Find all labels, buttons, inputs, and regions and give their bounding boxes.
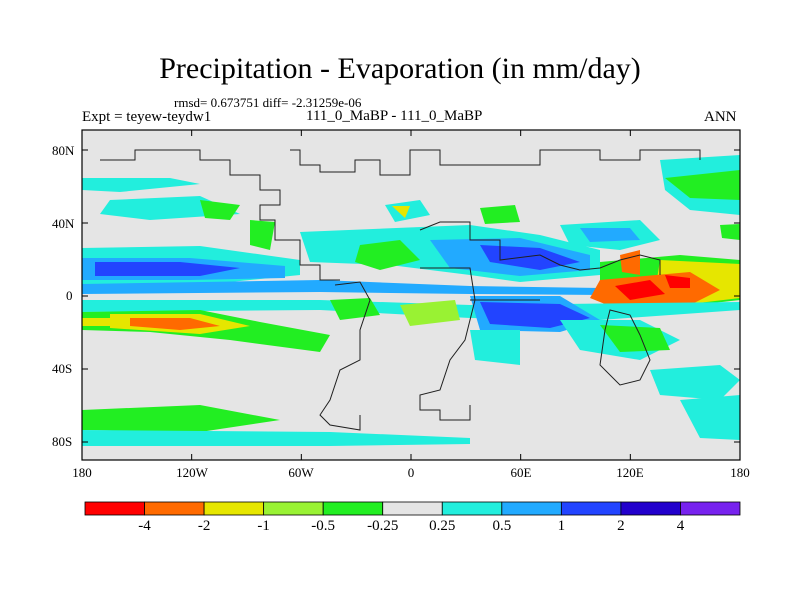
lat-label-40s: 40S (52, 361, 73, 376)
colorbar-label: -0.5 (311, 518, 336, 534)
lat-label-80s: 80S (52, 434, 73, 449)
lon-label-120e: 120E (616, 465, 644, 480)
colorbar-swatch (620, 501, 681, 516)
colorbar-label: -2 (197, 518, 211, 534)
lat-label-80n: 80N (52, 143, 75, 158)
lon-label-180e: 180 (730, 465, 750, 480)
precip-evap-field (82, 130, 740, 460)
lat-label-40n: 40N (52, 216, 75, 231)
colorbar-swatch (203, 501, 265, 516)
colorbar-label: 0.5 (492, 518, 512, 534)
colorbar-swatch (441, 501, 503, 516)
colorbar-swatch (680, 501, 741, 516)
lon-label-0: 0 (407, 465, 415, 480)
lon-label-180w: 180 (72, 465, 92, 480)
colorbar-label: -0.25 (367, 518, 399, 534)
season-label: ANN (704, 109, 737, 125)
colorbar-swatch (382, 501, 443, 516)
colorbar-swatch (560, 501, 622, 516)
colorbar-swatch (84, 501, 145, 516)
colorbar-label: -1 (257, 518, 270, 534)
colorbar (84, 501, 741, 516)
lon-label-120w: 120W (176, 465, 208, 480)
colorbar-label: 4 (676, 518, 685, 534)
colorbar-label: 0.25 (429, 518, 456, 534)
colorbar-label: 1 (557, 518, 566, 534)
stats-text: rmsd= 0.673751 diff= -2.31259e-06 (174, 95, 362, 110)
experiment-label: Expt = teyew-teydw1 (82, 109, 212, 125)
colorbar-swatch (263, 501, 324, 516)
lon-label-60w: 60W (288, 465, 314, 480)
lon-label-60e: 60E (510, 465, 532, 480)
colorbar-label: -4 (138, 518, 151, 534)
colorbar-swatch (501, 501, 562, 516)
lat-label-0: 0 (66, 288, 73, 303)
map-title: Precipitation - Evaporation (in mm/day) (159, 52, 641, 85)
colorbar-swatch (322, 501, 384, 516)
runs-label: 111_0_MaBP - 111_0_MaBP (306, 108, 483, 124)
colorbar-swatch (144, 501, 205, 516)
coastline-outline (100, 149, 701, 431)
colorbar-label: 2 (617, 518, 625, 534)
